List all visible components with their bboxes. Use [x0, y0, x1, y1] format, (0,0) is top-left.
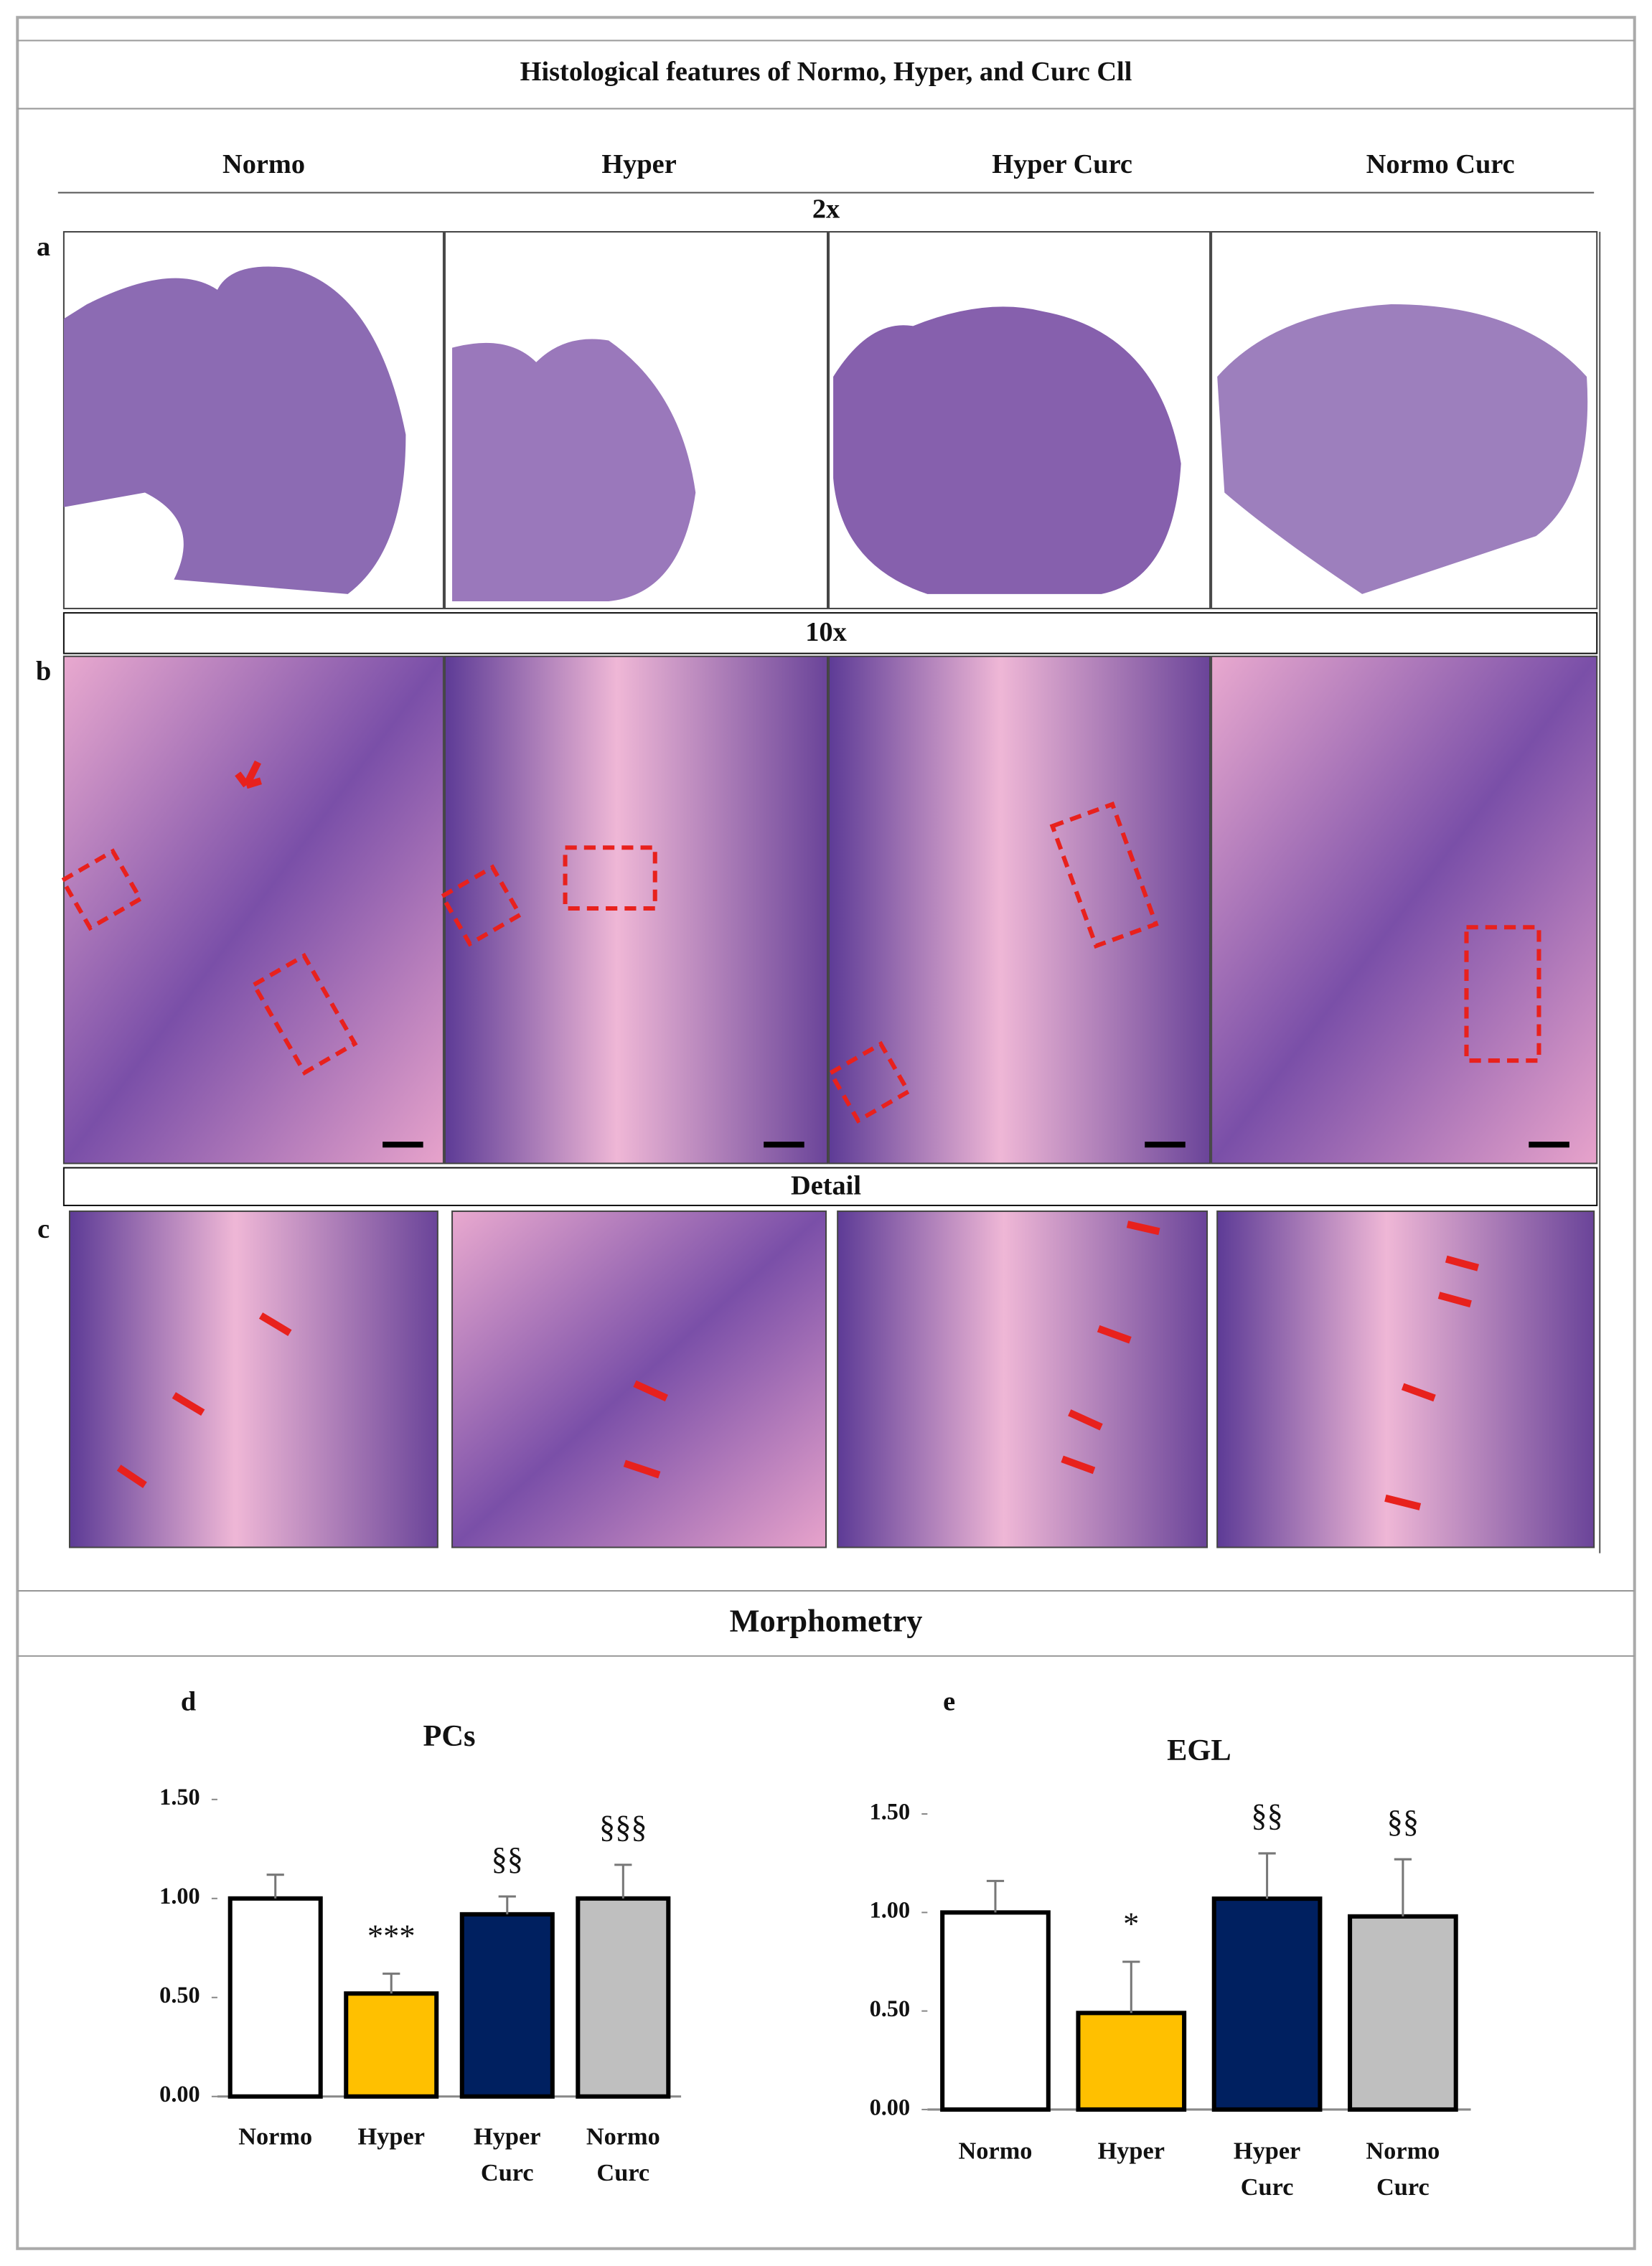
annotation-boxes [60, 801, 1541, 1124]
chart-title: PCs [423, 1719, 476, 1753]
x-tick-label-box: Hyper [1097, 2137, 1165, 2165]
row-box [62, 1167, 1598, 1206]
y-tick-label: 1.50 [159, 1784, 200, 1810]
x-tick-label: Hyper [1097, 2137, 1165, 2165]
histology-10x [62, 655, 1598, 1165]
layout [16, 16, 1636, 2250]
x-tick-label: Hyper Curc [1233, 2137, 1301, 2201]
section-title: Morphometry [730, 1603, 923, 1639]
bar [940, 1910, 1051, 2112]
column-header: Hyper Curc [992, 149, 1132, 179]
bar [1348, 1914, 1458, 2112]
y-tick-label: 0.00 [870, 2094, 911, 2120]
histology-2x [62, 231, 1598, 610]
y-tick-label: 1.00 [159, 1883, 200, 1909]
y-tick-label: 0.00 [159, 2081, 200, 2107]
panel-label: a [37, 232, 50, 262]
panel-label: e [943, 1686, 955, 1716]
panel-label: d [181, 1686, 196, 1716]
row-header: 2x [812, 194, 840, 225]
bar [576, 1896, 671, 2099]
bar [344, 1991, 439, 2099]
x-tick-label: Normo [238, 2122, 313, 2150]
x-tick-label-box: Normo [238, 2122, 313, 2150]
bar [1211, 1896, 1323, 2112]
column-header: Normo [222, 149, 305, 179]
panel-label: c [37, 1214, 50, 1244]
y-tick-label: 1.50 [870, 1798, 911, 1824]
significance-label: * [1123, 1906, 1139, 1942]
x-tick-label-box: Hyper [357, 2122, 425, 2150]
arrows [116, 760, 1479, 1510]
chart-title: EGL [1167, 1734, 1231, 1767]
row-header: Detail [791, 1171, 861, 1201]
significance-label: §§ [1387, 1803, 1419, 1839]
column-header: Normo Curc [1366, 149, 1515, 179]
significance-label: §§ [492, 1840, 523, 1876]
significance-label: §§ [1251, 1797, 1282, 1833]
significance-label: *** [367, 1917, 416, 1953]
histology-detail [68, 1210, 1595, 1548]
panel-label: b [36, 657, 51, 687]
bar [1076, 2011, 1187, 2112]
y-tick-label: 0.50 [870, 1995, 911, 2021]
row-box [62, 612, 1598, 654]
y-tick-label: 1.00 [870, 1897, 911, 1923]
x-tick-label: Normo [958, 2137, 1033, 2165]
bar [227, 1896, 323, 2099]
x-tick-label-box: Hyper Curc [474, 2122, 541, 2186]
bar [459, 1912, 555, 2099]
x-tick-label-box: Normo Curc [1366, 2137, 1440, 2201]
figure-title: Histological features of Normo, Hyper, a… [520, 57, 1132, 87]
x-tick-label: Normo Curc [1366, 2137, 1440, 2201]
x-tick-label: Normo Curc [586, 2122, 660, 2186]
significance-label: §§§ [599, 1809, 647, 1845]
column-header: Hyper [601, 149, 676, 179]
row-header: 10x [805, 617, 847, 647]
x-tick-label: Hyper Curc [474, 2122, 541, 2186]
x-tick-label-box: Hyper Curc [1233, 2137, 1301, 2201]
x-tick-label-box: Normo [958, 2137, 1033, 2165]
x-tick-label: Hyper [357, 2122, 425, 2150]
x-tick-label-box: Normo Curc [586, 2122, 660, 2186]
y-tick-label: 0.50 [159, 1982, 200, 2008]
